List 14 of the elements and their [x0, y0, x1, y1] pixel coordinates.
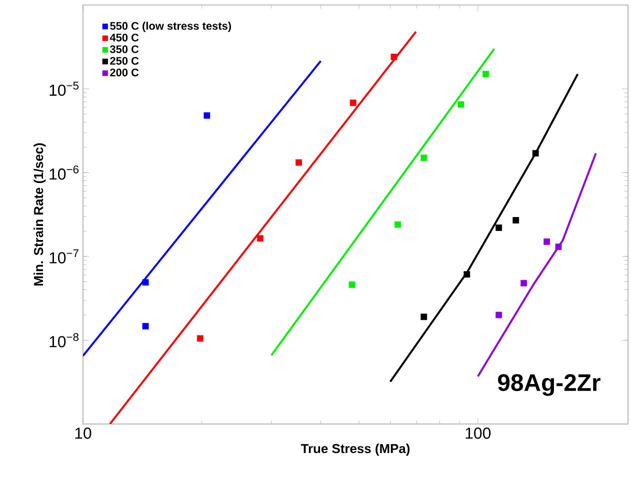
y-tick-label: 10$^{−7}$ [50, 249, 78, 264]
legend-label: 450 C [110, 34, 139, 42]
y-tick-label: 10$^{−5}$ [50, 82, 79, 96]
x-axis-title: True Stress (MPa) [300, 444, 410, 456]
legend-label: 550 C (low stress tests) [110, 22, 231, 32]
x-tick-label: 10 [75, 428, 92, 439]
y-tick-label: 10$^{−6}$ [50, 166, 78, 180]
y-tick-label: 10$^{−8}$ [50, 333, 78, 348]
x-tick-label: 100 [466, 428, 491, 439]
legend-label: 250 C [110, 56, 139, 65]
y-axis-title: Min. Strain Rate (1/sec) [34, 143, 46, 286]
legend-label: 200 C [110, 68, 139, 76]
legend-label: 350 C [110, 45, 139, 54]
annotation: 98Ag-2Zr [498, 374, 600, 396]
